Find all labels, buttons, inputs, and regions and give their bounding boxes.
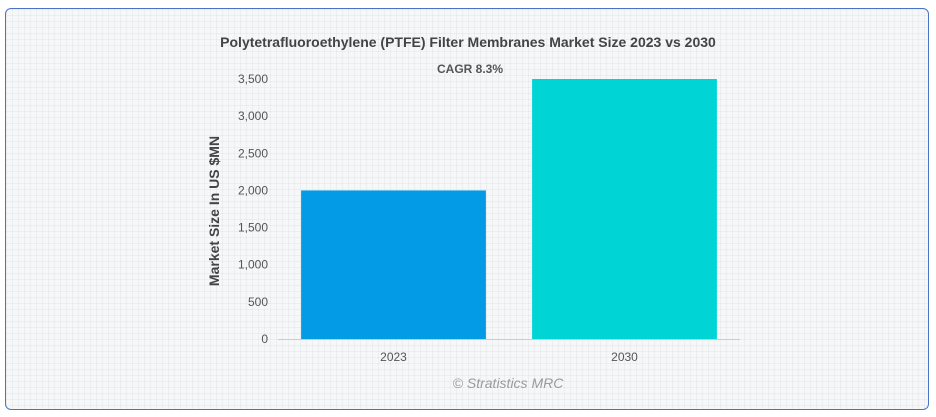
- y-tick-label: 3,500: [238, 72, 268, 86]
- credits-text[interactable]: © Stratistics MRC: [452, 375, 564, 391]
- y-tick-label: 1,500: [238, 221, 268, 235]
- y-axis: 0 500 1,000 1,500 2,000 2,500 3,000 3,500: [238, 72, 268, 346]
- x-axis: 2023 2030: [380, 350, 638, 364]
- y-tick-label: 3,000: [238, 109, 268, 123]
- cagr-annotation: CAGR 8.3%: [436, 62, 504, 76]
- y-tick-label: 2,500: [238, 146, 268, 160]
- y-tick-label: 500: [248, 295, 268, 309]
- bar-2030[interactable]: [532, 79, 717, 339]
- y-tick-label: 0: [261, 332, 268, 346]
- chart-title: Polytetrafluoroethylene (PTFE) Filter Me…: [220, 34, 716, 50]
- x-tick-label: 2030: [611, 350, 638, 364]
- y-tick-label: 2,000: [238, 183, 268, 197]
- x-tick-label: 2023: [380, 350, 407, 364]
- bar-2023[interactable]: [301, 190, 486, 339]
- bars-group: [301, 79, 717, 339]
- y-tick-label: 1,000: [238, 258, 268, 272]
